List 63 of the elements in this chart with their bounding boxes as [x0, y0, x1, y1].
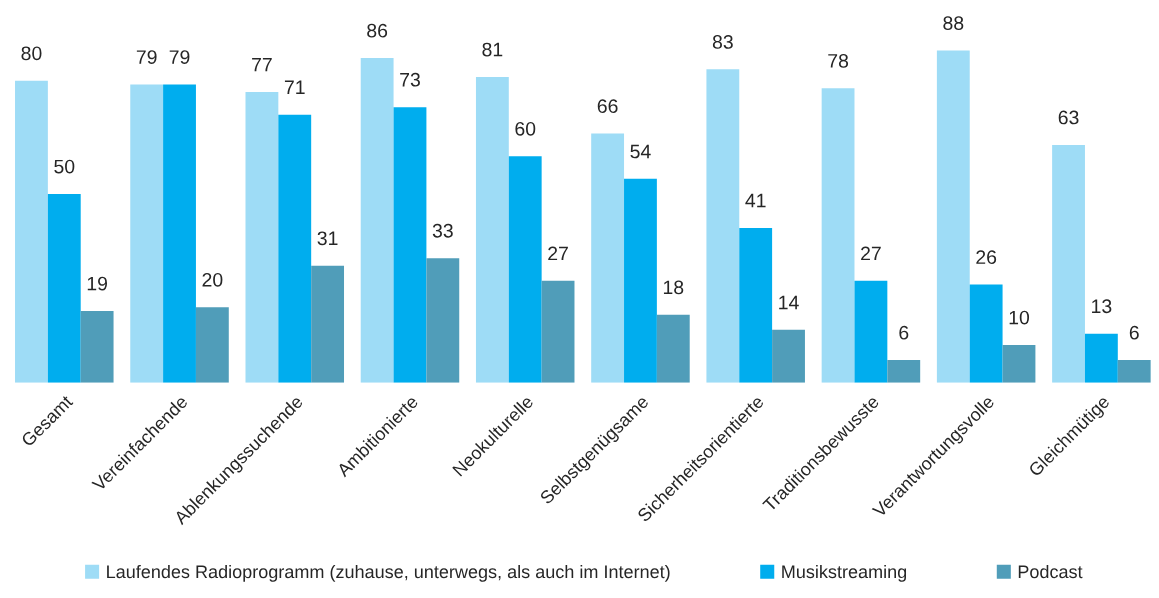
data-label: 33 — [432, 223, 453, 238]
bar — [624, 178, 657, 383]
bar — [15, 80, 48, 383]
bar — [426, 258, 460, 383]
data-label: 10 — [1009, 310, 1030, 325]
bar — [936, 50, 970, 383]
data-label: 80 — [21, 46, 42, 61]
data-label: 88 — [943, 16, 964, 30]
bar — [311, 265, 345, 383]
data-label: 86 — [367, 23, 388, 38]
bar — [47, 193, 81, 383]
bar — [969, 284, 1003, 383]
bar — [1084, 333, 1118, 383]
bar — [393, 107, 427, 383]
bar — [1052, 144, 1085, 383]
data-label: 50 — [54, 159, 75, 174]
bar — [1117, 360, 1151, 383]
data-label: 19 — [87, 276, 108, 291]
data-label: 6 — [899, 325, 909, 340]
bar — [706, 69, 740, 383]
data-label: 73 — [400, 72, 420, 87]
data-label: 63 — [1058, 110, 1079, 125]
data-label: 79 — [136, 50, 157, 64]
bar — [541, 280, 575, 383]
data-label: 26 — [976, 250, 997, 265]
data-label: 27 — [548, 246, 568, 261]
data-label: 41 — [745, 193, 766, 208]
bar — [772, 329, 805, 383]
legend-label: Musikstreaming — [782, 564, 907, 582]
data-label: 27 — [861, 246, 881, 261]
bar — [854, 280, 888, 383]
data-label: 31 — [317, 231, 338, 246]
data-label: 78 — [828, 53, 849, 68]
data-label: 18 — [663, 280, 684, 295]
bar — [245, 92, 279, 383]
bar — [195, 307, 229, 383]
bar — [163, 84, 196, 383]
data-label: 20 — [202, 272, 223, 287]
data-label: 77 — [252, 57, 272, 72]
legend-label: Podcast — [1018, 564, 1083, 579]
bar — [739, 227, 773, 383]
bar — [591, 133, 625, 383]
bar — [508, 156, 542, 383]
data-label: 60 — [515, 121, 536, 136]
data-label: 14 — [779, 295, 799, 310]
bar — [80, 310, 114, 383]
data-label: 81 — [482, 42, 503, 57]
data-label: 79 — [169, 50, 190, 64]
data-label: 83 — [712, 35, 733, 49]
bar — [1002, 344, 1036, 383]
bar — [475, 76, 509, 383]
data-label: 13 — [1092, 299, 1112, 314]
bar — [278, 114, 312, 383]
data-label: 71 — [284, 80, 305, 94]
data-label: 6 — [1129, 325, 1139, 340]
bar — [130, 84, 164, 383]
data-label: 66 — [597, 99, 618, 114]
data-label: 54 — [630, 144, 651, 159]
bar — [821, 88, 855, 383]
bar — [656, 314, 690, 383]
legend-label: Laufendes Radioprogramm (zuhause, unterwegs, als auch im Internet) — [107, 564, 670, 582]
bar — [887, 360, 921, 383]
bar — [360, 58, 394, 383]
